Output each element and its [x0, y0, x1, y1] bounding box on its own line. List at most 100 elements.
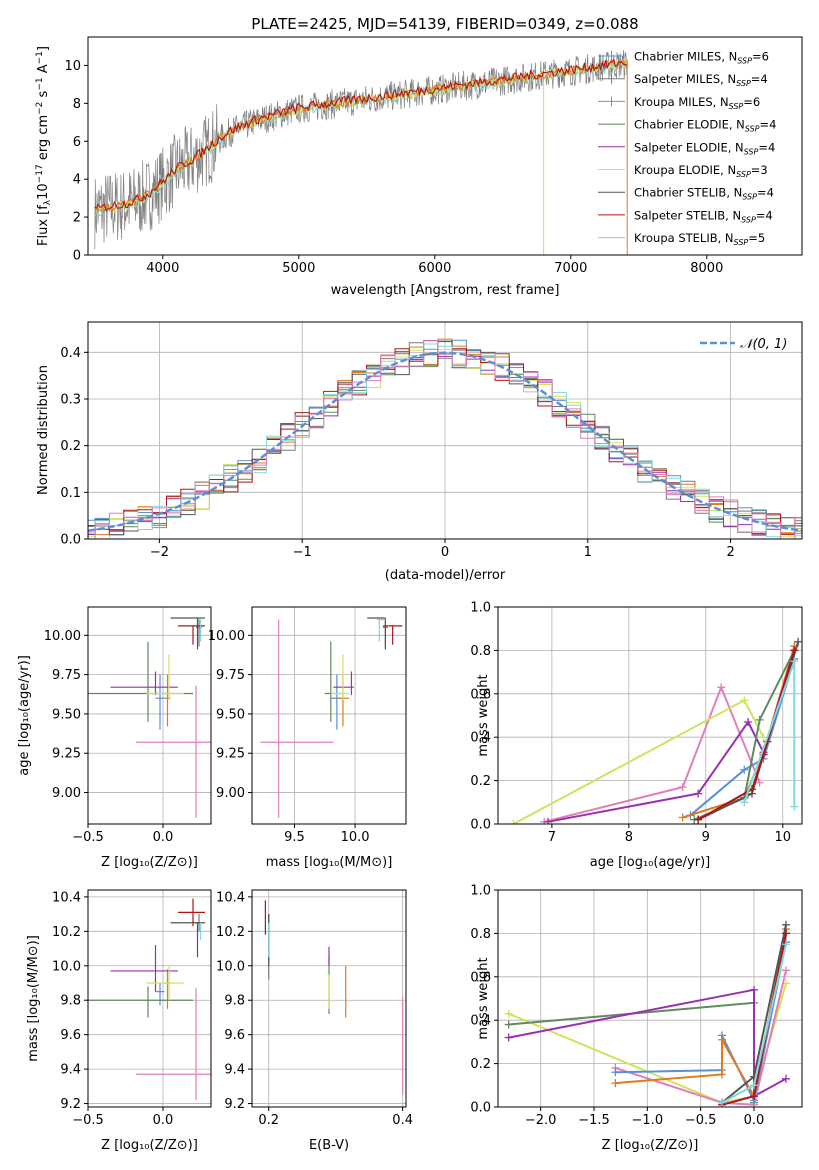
age_vs_Z-ytick-label: 9.50 — [52, 707, 81, 722]
mass_vs_ebv-ytick-label: 9.6 — [224, 1028, 245, 1043]
weight_vs_Z-ytick-label: 1.0 — [470, 884, 491, 899]
weight-line — [689, 658, 796, 817]
legend-label: Chabrier MILES, NSSP=6 — [634, 50, 769, 66]
weight-marker — [678, 813, 687, 822]
mass_vs_ebv-xtick-label: 0.4 — [392, 1113, 413, 1128]
spectrum-curves — [94, 50, 629, 255]
age_vs_mass-panel: 9.5 10.0 9.00 9.25 9.50 9.75 10.00 mass [log₁₀(… — [208, 606, 407, 870]
residual-histogram-step — [88, 340, 802, 536]
residuals-xtick-label: 1 — [584, 545, 592, 560]
weight_vs_Z-ytick-label: 0.0 — [470, 1101, 491, 1116]
weight-marker — [694, 815, 703, 824]
age_vs_Z-ylabel: age [log₁₀(age/yr)] — [17, 655, 32, 776]
mass_vs_Z-marks — [88, 898, 211, 1101]
weight-marker — [611, 1068, 620, 1077]
legend-label: Kroupa MILES, NSSP=6 — [634, 95, 760, 111]
weight_vs_age-ytick-label: 0.2 — [470, 774, 491, 789]
residual-histogram-step — [88, 338, 802, 536]
age_vs_mass-frame — [251, 606, 407, 825]
weight-marker — [509, 820, 518, 824]
weight-marker — [782, 929, 790, 938]
weight-line — [743, 660, 796, 807]
mass_vs_ebv-xlabel: E(B-V) — [309, 1138, 349, 1153]
weight-marker — [740, 765, 749, 774]
weight-marker — [611, 1079, 620, 1088]
weight-marker — [678, 783, 687, 792]
residual-histogram-step — [88, 343, 802, 539]
weight_vs_age-ytick-label: 0.6 — [470, 687, 491, 702]
legend-label: Chabrier ELODIE, NSSP=4 — [634, 118, 776, 134]
age_vs_mass-ytick-label: 9.00 — [216, 786, 245, 801]
spectrum-ytick-label: 6 — [73, 135, 81, 150]
spectrum-xlabel: wavelength [Angstrom, rest frame] — [331, 283, 560, 298]
legend-label: Kroupa ELODIE, NSSP=3 — [634, 163, 768, 179]
mass_vs_ebv-marks — [264, 900, 404, 1095]
weight_vs_age-ylabel: mass weight — [476, 674, 491, 756]
weight_vs_Z-xlabel: Z [log₁₀(Z/Z⊙)] — [602, 1138, 699, 1153]
age_vs_Z-xlabel: Z [log₁₀(Z/Z⊙)] — [101, 855, 198, 870]
age_vs_Z-ytick-label: 9.25 — [52, 747, 81, 762]
spectrum-model-line — [94, 58, 627, 212]
mass_vs_ebv-ytick-label: 10.4 — [216, 890, 245, 905]
weight-marker — [755, 715, 764, 724]
age_vs_mass-marks — [260, 617, 403, 818]
mass_vs_Z-panel: −0.5 0.0 9.2 9.4 9.6 9.8 10.0 10.2 10.4 Z [log₁₀(… — [26, 889, 212, 1153]
age_vs_mass-xtick-label: 10.0 — [341, 830, 370, 845]
weight-marker — [782, 940, 790, 949]
weight_vs_age-xtick-label: 10 — [774, 830, 791, 845]
spectrum-ytick-label: 10 — [64, 59, 81, 74]
weight-marker — [790, 646, 799, 655]
weight_vs_age-ytick-label: 0.4 — [470, 731, 491, 746]
mass_vs_ebv-xtick-label: 0.2 — [258, 1113, 279, 1128]
legend-label: Kroupa STELIB, NSSP=5 — [634, 231, 765, 247]
age_vs_mass-xtick-label: 9.5 — [284, 830, 305, 845]
spectrum-xtick-label: 8000 — [690, 261, 723, 276]
weight_vs_Z-xtick-label: −0.5 — [685, 1113, 717, 1128]
mass_vs_ebv-ytick-label: 10.2 — [216, 925, 245, 940]
weight_vs_Z-xtick-label: 0.0 — [744, 1113, 765, 1128]
legend-label: Salpeter MILES, NSSP=4 — [634, 72, 768, 88]
spectrum-panel: Chabrier MILES, NSSP=6 Salpeter MILES, NS… — [35, 36, 803, 298]
weight_vs_Z-ytick-label: 0.6 — [470, 970, 491, 985]
weight_vs_Z-ylabel: mass weight — [476, 957, 491, 1039]
weight-marker — [790, 802, 799, 811]
spectrum-xtick-label: 4000 — [146, 261, 179, 276]
weight_vs_age-xtick-label: 8 — [625, 830, 633, 845]
spectrum-xtick-label: 5000 — [282, 261, 315, 276]
residuals-panel: −2 −1 0 1 2 0.0 0.1 0.2 0.3 0.4 𝒩(0, 1) (data-mod… — [36, 321, 803, 583]
mass_vs_Z-xtick-label: −0.5 — [72, 1113, 104, 1128]
mass_vs_ebv-ytick-label: 9.4 — [224, 1063, 245, 1078]
weight-marker — [717, 683, 726, 692]
age_vs_mass-ytick-label: 9.50 — [216, 707, 245, 722]
weight_vs_Z-xtick-label: −2.0 — [525, 1113, 557, 1128]
weight-marker — [750, 1092, 758, 1101]
normal-curve — [88, 351, 802, 533]
weight-marker — [740, 696, 749, 705]
spectrum-ytick-label: 8 — [73, 97, 81, 112]
weight_vs_age-panel: 7 8 9 10 0.0 0.2 0.4 0.6 0.8 1.0 age [log₁₀(age/yr… — [470, 601, 803, 870]
age_vs_Z-panel: −0.5 0.0 9.00 9.25 9.50 9.75 10.00 Z [log₁₀(Z/Z… — [17, 606, 212, 870]
mass_vs_Z-ytick-label: 9.4 — [60, 1063, 81, 1078]
residuals-legend: 𝒩(0, 1) — [700, 337, 787, 352]
weight_vs_age-ytick-label: 0.0 — [470, 818, 491, 833]
weight-marker — [782, 966, 790, 975]
mass_vs_ebv-ytick-label: 10.0 — [216, 959, 245, 974]
figure-title: PLATE=2425, MJD=54139, FIBERID=0349, z=0… — [251, 15, 638, 33]
weight-marker — [718, 1035, 726, 1044]
residuals-ytick-label: 0.4 — [60, 346, 81, 361]
weight_vs_Z-panel: −2.0 −1.5 −1.0 −0.5 0.0 0.0 0.2 0.4 0.6 0.8 1.0 Z [… — [470, 884, 803, 1153]
spectrum-ylabel: Flux [fλ10−17 erg cm−2 s−1 A−1] — [35, 46, 53, 246]
mass_vs_Z-ylabel: mass [log₁₀(M/M⊙)] — [26, 935, 41, 1062]
residual-histograms — [88, 338, 802, 539]
legend-label: Salpeter STELIB, NSSP=4 — [634, 208, 773, 224]
weight_vs_Z-ytick-label: 0.8 — [470, 927, 491, 942]
weight-marker — [504, 1020, 513, 1029]
weight_vs_age-xlabel: age [log₁₀(age/yr)] — [590, 855, 711, 870]
residuals-ytick-label: 0.0 — [60, 533, 81, 548]
residuals-ylabel: Normed distribution — [36, 365, 51, 495]
mass_vs_ebv-ytick-label: 9.8 — [224, 994, 245, 1009]
weight_vs_age-marks — [509, 637, 802, 824]
weight-marker — [794, 637, 802, 646]
weight_vs_age-ytick-label: 1.0 — [470, 601, 491, 616]
